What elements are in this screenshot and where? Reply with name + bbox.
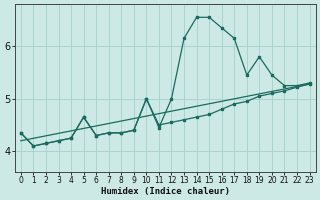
X-axis label: Humidex (Indice chaleur): Humidex (Indice chaleur) bbox=[101, 187, 230, 196]
